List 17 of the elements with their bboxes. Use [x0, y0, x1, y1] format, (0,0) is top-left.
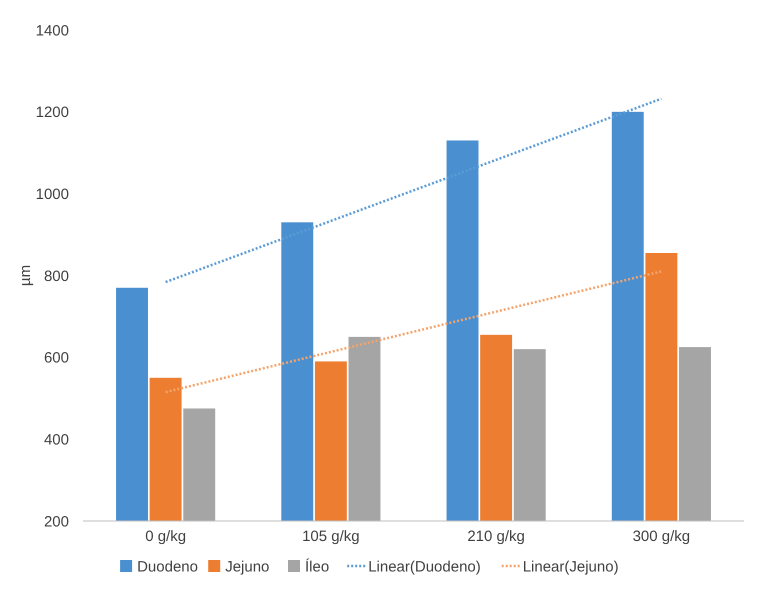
y-tick-label: 1400: [36, 22, 69, 40]
legend-label: Íleo: [305, 557, 330, 576]
legend-label: Linear(Duodeno): [368, 558, 481, 576]
legend-label: Linear(Jejuno): [522, 558, 619, 576]
y-tick-label: 800: [44, 268, 69, 285]
x-tick-label: 300 g/kg: [632, 528, 690, 545]
x-tick-label: 105 g/kg: [302, 528, 360, 545]
y-tick-label: 400: [44, 431, 69, 448]
x-tick-label: 210 g/kg: [467, 528, 525, 545]
x-tick-label: 0 g/kg: [145, 528, 186, 545]
y-tick-label: 200: [44, 513, 69, 530]
y-tick-label: 1200: [36, 104, 69, 122]
y-tick-label: 1000: [36, 186, 69, 203]
legend-label: Duodeno: [137, 558, 198, 576]
y-tick-label: 600: [44, 350, 69, 367]
y-axis-title: µm: [17, 264, 34, 286]
legend-label: Jejuno: [225, 558, 270, 576]
